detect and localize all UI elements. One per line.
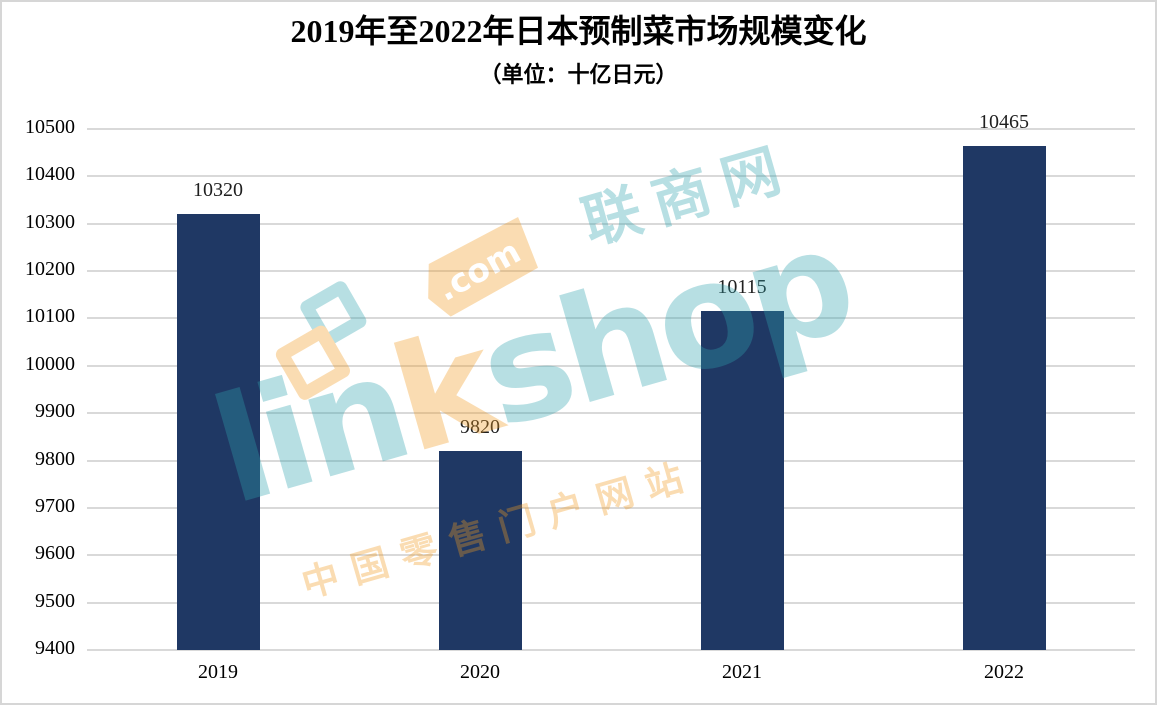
bar-value-label: 10465 — [979, 110, 1029, 133]
chart-title: 2019年至2022年日本预制菜市场规模变化 — [290, 13, 867, 49]
y-tick-label: 10300 — [25, 210, 75, 233]
gridline — [87, 601, 1135, 604]
bar-2022 — [962, 145, 1046, 650]
bar-2020 — [438, 451, 522, 650]
y-tick-label: 9500 — [35, 589, 75, 612]
bar-value-label: 10320 — [193, 179, 243, 202]
gridline — [87, 364, 1135, 367]
x-tick-label: 2022 — [984, 661, 1024, 683]
y-tick-label: 9900 — [35, 400, 75, 423]
x-tick-label: 2019 — [198, 661, 238, 683]
gridline — [87, 412, 1135, 415]
bar-value-label: 10115 — [717, 276, 767, 299]
gridline — [87, 506, 1135, 509]
y-tick-label: 10400 — [25, 163, 75, 186]
y-tick-label: 10100 — [25, 305, 75, 328]
x-tick-label: 2020 — [460, 661, 500, 683]
y-tick-label: 10200 — [25, 258, 75, 281]
bar-2019 — [176, 214, 260, 650]
gridline — [87, 554, 1135, 557]
gridline — [87, 649, 1135, 651]
gridline — [87, 222, 1135, 225]
gridline — [87, 317, 1135, 320]
gridline — [87, 459, 1135, 462]
y-tick-label: 10000 — [25, 352, 75, 375]
gridline — [87, 270, 1135, 273]
y-tick-label: 9700 — [35, 494, 75, 517]
plot-area: 10320 9820 10115 10465 — [87, 111, 1135, 651]
y-tick-label: 10500 — [25, 116, 75, 138]
bar-value-label: 9820 — [460, 416, 500, 439]
gridline — [87, 175, 1135, 178]
y-tick-label: 9800 — [35, 447, 75, 470]
y-tick-label: 9600 — [35, 542, 75, 565]
gridline — [87, 128, 1135, 130]
x-tick-label: 2021 — [722, 661, 762, 683]
y-tick-label: 9400 — [35, 637, 75, 659]
bar-2021 — [700, 311, 784, 650]
chart-subtitle: （单位：十亿日元） — [479, 62, 678, 87]
